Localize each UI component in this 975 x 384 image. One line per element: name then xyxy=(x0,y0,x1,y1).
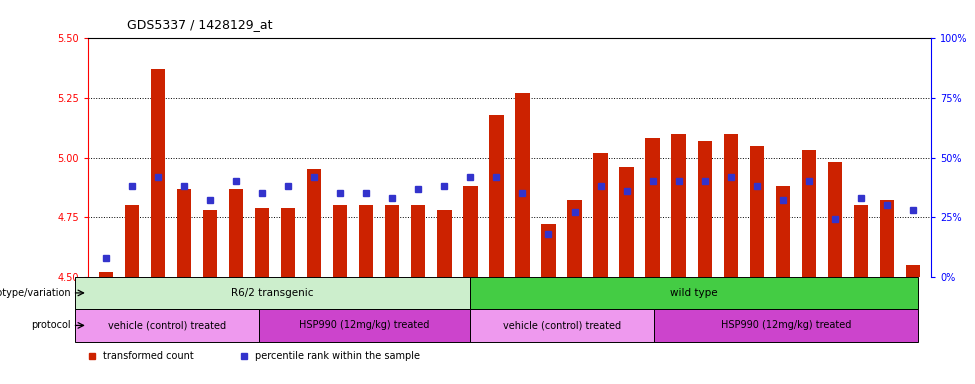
Bar xyxy=(879,200,894,277)
Text: vehicle (control) treated: vehicle (control) treated xyxy=(503,320,621,330)
Bar xyxy=(125,205,139,277)
Bar xyxy=(203,210,217,277)
Text: HSP990 (12mg/kg) treated: HSP990 (12mg/kg) treated xyxy=(721,320,851,330)
Bar xyxy=(437,210,451,277)
FancyBboxPatch shape xyxy=(74,277,470,309)
Bar xyxy=(307,169,322,277)
Bar xyxy=(489,115,503,277)
Bar xyxy=(697,141,712,277)
Text: HSP990 (12mg/kg) treated: HSP990 (12mg/kg) treated xyxy=(299,320,430,330)
Bar xyxy=(541,224,556,277)
Text: wild type: wild type xyxy=(670,288,718,298)
Bar xyxy=(255,208,269,277)
Bar xyxy=(567,200,582,277)
Text: percentile rank within the sample: percentile rank within the sample xyxy=(254,351,420,361)
FancyBboxPatch shape xyxy=(74,309,259,342)
Bar xyxy=(229,189,244,277)
FancyBboxPatch shape xyxy=(470,309,654,342)
FancyBboxPatch shape xyxy=(259,309,470,342)
Bar xyxy=(359,205,373,277)
Bar xyxy=(828,162,842,277)
Bar xyxy=(463,186,478,277)
Bar xyxy=(801,151,816,277)
Bar xyxy=(854,205,868,277)
Bar xyxy=(775,186,790,277)
Bar xyxy=(385,205,400,277)
Bar xyxy=(281,208,295,277)
Bar xyxy=(906,265,920,277)
Text: protocol: protocol xyxy=(31,320,71,330)
Bar xyxy=(516,93,529,277)
Bar xyxy=(750,146,763,277)
Text: vehicle (control) treated: vehicle (control) treated xyxy=(108,320,226,330)
Bar xyxy=(619,167,634,277)
Bar xyxy=(723,134,738,277)
FancyBboxPatch shape xyxy=(654,309,917,342)
Text: GDS5337 / 1428129_at: GDS5337 / 1428129_at xyxy=(127,18,272,31)
Bar xyxy=(672,134,685,277)
Bar xyxy=(151,70,165,277)
Bar xyxy=(411,205,425,277)
Text: transformed count: transformed count xyxy=(103,351,194,361)
Text: R6/2 transgenic: R6/2 transgenic xyxy=(231,288,314,298)
FancyBboxPatch shape xyxy=(470,277,917,309)
Bar xyxy=(594,153,607,277)
Bar xyxy=(98,272,113,277)
Bar xyxy=(645,139,660,277)
Bar xyxy=(176,189,191,277)
Text: genotype/variation: genotype/variation xyxy=(0,288,71,298)
Bar xyxy=(333,205,347,277)
